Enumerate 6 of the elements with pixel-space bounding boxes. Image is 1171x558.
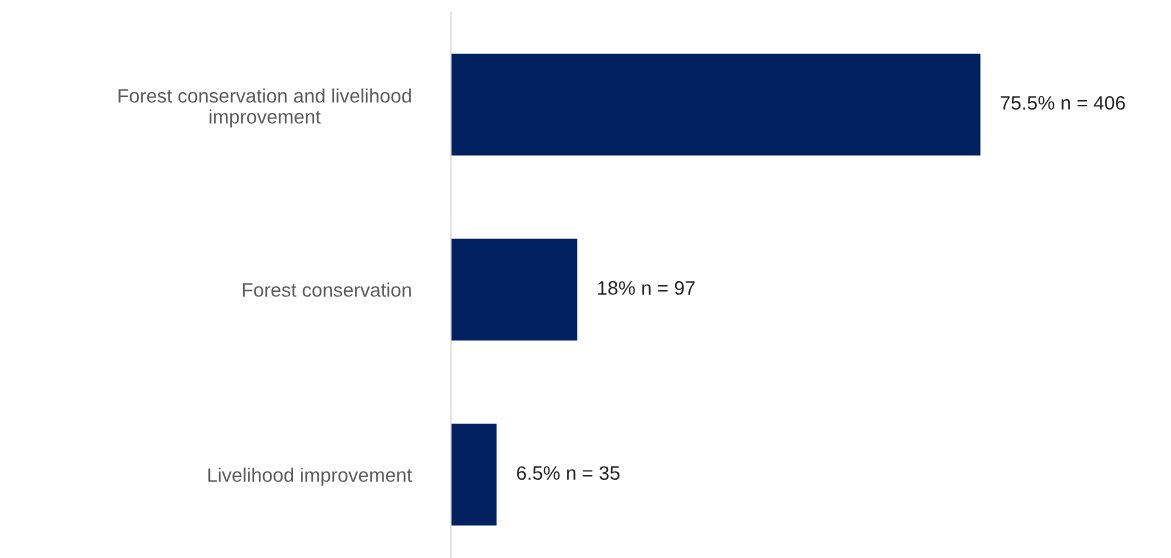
y-tick-label: Livelihood improvement [208, 467, 412, 486]
y-tick-label: Forest conservation and livelihood improvement [118, 88, 411, 128]
data-label: 18% n = 97 [598, 281, 695, 295]
data-label: 75.5% n = 406 [1000, 95, 1125, 110]
data-label: 6.5% n = 35 [517, 466, 620, 480]
y-tick-label: Forest conservation [242, 282, 411, 297]
